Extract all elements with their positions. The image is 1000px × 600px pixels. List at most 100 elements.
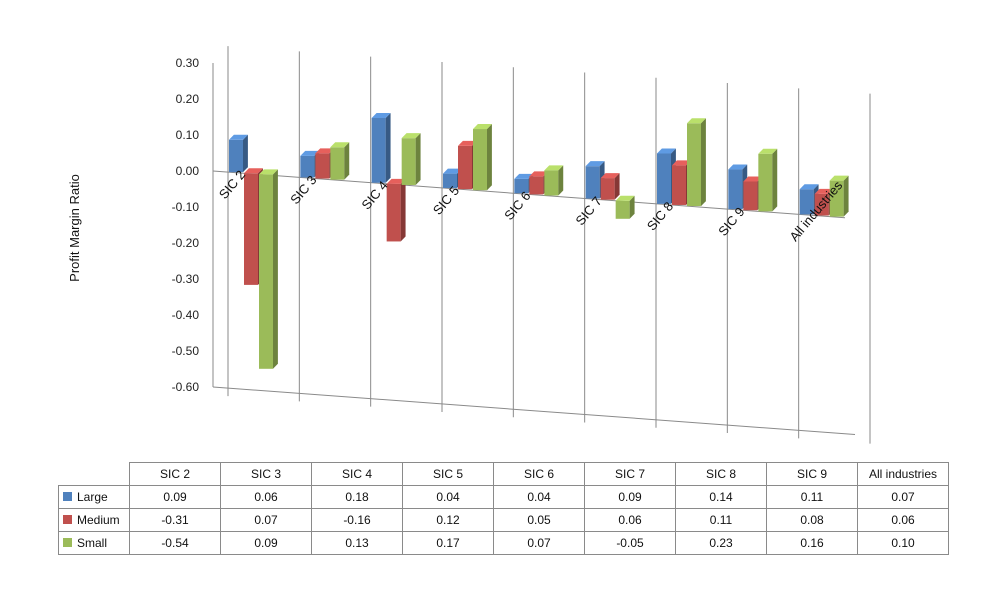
bar-front	[814, 193, 829, 216]
data-table-cell: 0.14	[675, 485, 767, 509]
bar-top	[458, 140, 477, 146]
bar-front	[401, 138, 416, 185]
legend-swatch	[63, 492, 72, 501]
bar-top	[829, 175, 849, 181]
bar-side	[558, 165, 564, 196]
y-axis-label: Profit Margin Ratio	[67, 174, 82, 282]
bar-side	[487, 124, 492, 191]
category-label: SIC 5	[430, 183, 462, 218]
bar-top	[386, 178, 406, 184]
data-table-column-header: All industries	[857, 462, 949, 486]
category-label: SIC 4	[358, 178, 390, 213]
bar-top	[401, 133, 421, 139]
bar-front	[657, 153, 671, 204]
data-table: SIC 2 SIC 3 SIC 4 SIC 5 SIC 6 SIC 7 SIC 8 SIC 9…	[58, 462, 949, 555]
bar-small	[687, 118, 706, 207]
bar-front	[615, 200, 630, 219]
data-table-cell: 0.06	[220, 485, 312, 509]
bar-small	[401, 133, 421, 185]
bar-front	[386, 183, 401, 242]
bar-top	[585, 161, 605, 167]
bar-top	[743, 176, 763, 182]
data-table-cell: -0.16	[311, 508, 403, 532]
bar-front	[728, 169, 743, 210]
y-tick-label: -0.30	[172, 272, 200, 286]
bar-side	[273, 169, 278, 369]
bar-series	[229, 112, 849, 369]
data-table-cell: 0.07	[220, 508, 312, 532]
legend-swatch	[63, 515, 72, 524]
bar-front	[259, 174, 273, 369]
data-table-cell: -0.31	[129, 508, 221, 532]
data-table-column-header: SIC 8	[675, 462, 767, 486]
data-table-cell: 0.05	[493, 508, 585, 532]
data-table-column-header: SIC 2	[129, 462, 221, 486]
bar-top	[600, 173, 620, 179]
category-label: SIC 3	[287, 173, 319, 208]
bar-top	[244, 168, 263, 174]
bar-top	[544, 165, 564, 171]
bar-top	[657, 148, 676, 154]
legend-swatch	[63, 538, 72, 547]
data-table-cell: 0.18	[311, 485, 403, 509]
chart-walls	[212, 46, 871, 444]
bar-top	[687, 118, 706, 124]
bar-side	[415, 133, 421, 185]
data-table-cell: -0.54	[129, 531, 221, 555]
bar-front	[244, 173, 258, 285]
bar-small	[829, 175, 849, 217]
bar-front	[473, 129, 487, 191]
data-table-cell: 0.04	[493, 485, 585, 509]
bar-front	[600, 178, 615, 200]
bar-front	[443, 173, 457, 189]
data-table-column-header: SIC 5	[402, 462, 494, 486]
bar-front	[829, 180, 844, 217]
bar-top	[758, 148, 778, 154]
y-tick-label: -0.50	[172, 344, 200, 358]
bar-front	[229, 139, 243, 173]
data-table-cell: 0.09	[220, 531, 312, 555]
data-table-cell: 0.17	[402, 531, 494, 555]
bar-front	[672, 165, 686, 205]
data-table-cell: 0.11	[675, 508, 767, 532]
data-table-cell: 0.10	[857, 531, 949, 555]
bar-top	[814, 188, 834, 194]
bar-top	[229, 134, 248, 140]
bar-side	[243, 134, 248, 173]
bar-top	[799, 184, 819, 190]
legend-label: Small	[77, 536, 108, 550]
bar-small	[259, 169, 278, 369]
data-table-corner	[58, 462, 130, 486]
data-table-cell: 0.23	[675, 531, 767, 555]
data-table-cell: 0.09	[584, 485, 676, 509]
y-tick-label: 0.20	[176, 92, 200, 106]
data-table-cell: 0.07	[493, 531, 585, 555]
y-tick-label: -0.10	[172, 200, 200, 214]
bar-top	[330, 142, 350, 148]
bar-small	[758, 148, 778, 212]
legend-label: Medium	[77, 513, 120, 527]
legend-entry: Large	[58, 485, 130, 509]
data-table-cell: 0.04	[402, 485, 494, 509]
data-table-column-header: SIC 7	[584, 462, 676, 486]
y-axis-ticks: 0.30 0.20 0.10 0.00 -0.10 -0.20 -0.30 -0.40 -0.5…	[172, 56, 200, 394]
category-label: SIC 8	[644, 199, 676, 234]
data-table-row: Large 0.09 0.06 0.18 0.04 0.04 0.09 0.14 0.11 0.0…	[58, 485, 949, 509]
category-label: SIC 2	[216, 167, 248, 202]
y-tick-label: -0.20	[172, 236, 200, 250]
floor-front-edge	[212, 386, 856, 436]
data-table-body: Large 0.09 0.06 0.18 0.04 0.04 0.09 0.14 0.11 0.0…	[58, 485, 949, 555]
bar-top	[443, 168, 462, 174]
bar-large	[371, 112, 391, 183]
data-table-row: Medium -0.31 0.07 -0.16 0.12 0.05 0.06 0.11 0.08…	[58, 508, 949, 532]
data-table-column-header: SIC 6	[493, 462, 585, 486]
bar-top	[315, 148, 335, 154]
bar-front	[514, 178, 529, 194]
data-table-cell: 0.06	[584, 508, 676, 532]
bar-top	[529, 171, 549, 177]
bar-top	[259, 169, 278, 175]
bar-top	[728, 164, 748, 170]
y-tick-label: -0.40	[172, 308, 200, 322]
bar-small	[615, 195, 635, 219]
bar-large	[229, 134, 248, 173]
